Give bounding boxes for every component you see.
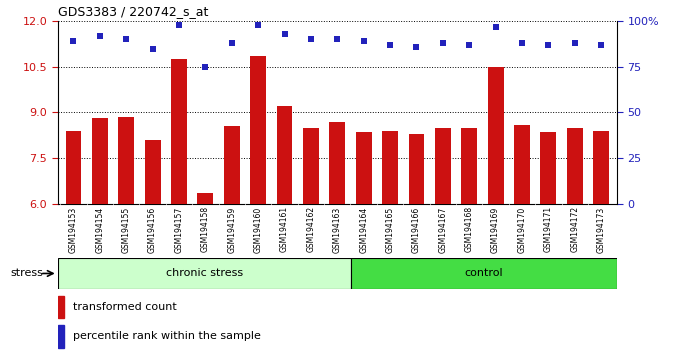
Text: GSM194157: GSM194157 [174, 206, 184, 252]
Point [94, 33, 105, 39]
Text: GSM194155: GSM194155 [122, 206, 131, 252]
Text: GSM194166: GSM194166 [412, 206, 421, 252]
Text: percentile rank within the sample: percentile rank within the sample [73, 331, 260, 342]
Text: GSM194164: GSM194164 [359, 206, 368, 252]
Bar [303, 127, 319, 204]
Text: GSM194158: GSM194158 [201, 206, 210, 252]
Text: GSM194171: GSM194171 [544, 206, 553, 252]
Text: GSM194156: GSM194156 [148, 206, 157, 252]
Text: GSM194173: GSM194173 [597, 206, 605, 252]
Point [517, 40, 527, 46]
Text: GSM194170: GSM194170 [517, 206, 527, 252]
Point [570, 40, 580, 46]
Bar [58, 325, 64, 348]
Point [200, 64, 211, 70]
Bar [567, 127, 582, 204]
Bar [330, 121, 345, 204]
Text: transformed count: transformed count [73, 302, 176, 312]
Bar [540, 132, 556, 204]
Bar [593, 131, 609, 204]
Bar [224, 126, 240, 204]
Bar [351, 258, 617, 289]
Text: GSM194162: GSM194162 [306, 206, 315, 252]
Bar [409, 134, 424, 204]
Text: GSM194153: GSM194153 [69, 206, 78, 252]
Bar [119, 117, 134, 204]
Point [121, 37, 132, 42]
Bar [250, 56, 266, 204]
Bar [197, 193, 214, 204]
Text: GSM194163: GSM194163 [333, 206, 342, 252]
Bar [514, 125, 530, 204]
Bar [171, 59, 187, 204]
Point [437, 40, 448, 46]
Point [490, 24, 501, 29]
Text: control: control [464, 268, 503, 279]
Point [253, 22, 264, 28]
Text: GSM194165: GSM194165 [386, 206, 395, 252]
Text: GSM194168: GSM194168 [464, 206, 474, 252]
Text: GSM194172: GSM194172 [570, 206, 579, 252]
Point [306, 37, 317, 42]
Bar [435, 127, 451, 204]
Bar [144, 140, 161, 204]
Text: GSM194160: GSM194160 [254, 206, 262, 252]
Point [226, 40, 237, 46]
Text: chronic stress: chronic stress [165, 268, 243, 279]
Point [147, 46, 158, 51]
Point [332, 37, 342, 42]
Bar [58, 258, 351, 289]
Bar [58, 296, 64, 318]
Point [174, 22, 184, 28]
Bar [92, 119, 108, 204]
Text: GDS3383 / 220742_s_at: GDS3383 / 220742_s_at [58, 5, 208, 18]
Text: GSM194154: GSM194154 [96, 206, 104, 252]
Point [543, 42, 554, 48]
Text: GSM194169: GSM194169 [491, 206, 500, 252]
Text: GSM194167: GSM194167 [439, 206, 447, 252]
Point [68, 39, 79, 44]
Bar [356, 132, 372, 204]
Point [358, 39, 369, 44]
Point [279, 31, 290, 37]
Bar [277, 106, 292, 204]
Point [411, 44, 422, 50]
Bar [461, 127, 477, 204]
Point [464, 42, 475, 48]
Point [384, 42, 395, 48]
Text: GSM194159: GSM194159 [227, 206, 236, 252]
Bar [382, 131, 398, 204]
Text: GSM194161: GSM194161 [280, 206, 289, 252]
Text: stress: stress [10, 268, 43, 279]
Bar [66, 131, 81, 204]
Point [596, 42, 607, 48]
Bar [487, 67, 504, 204]
